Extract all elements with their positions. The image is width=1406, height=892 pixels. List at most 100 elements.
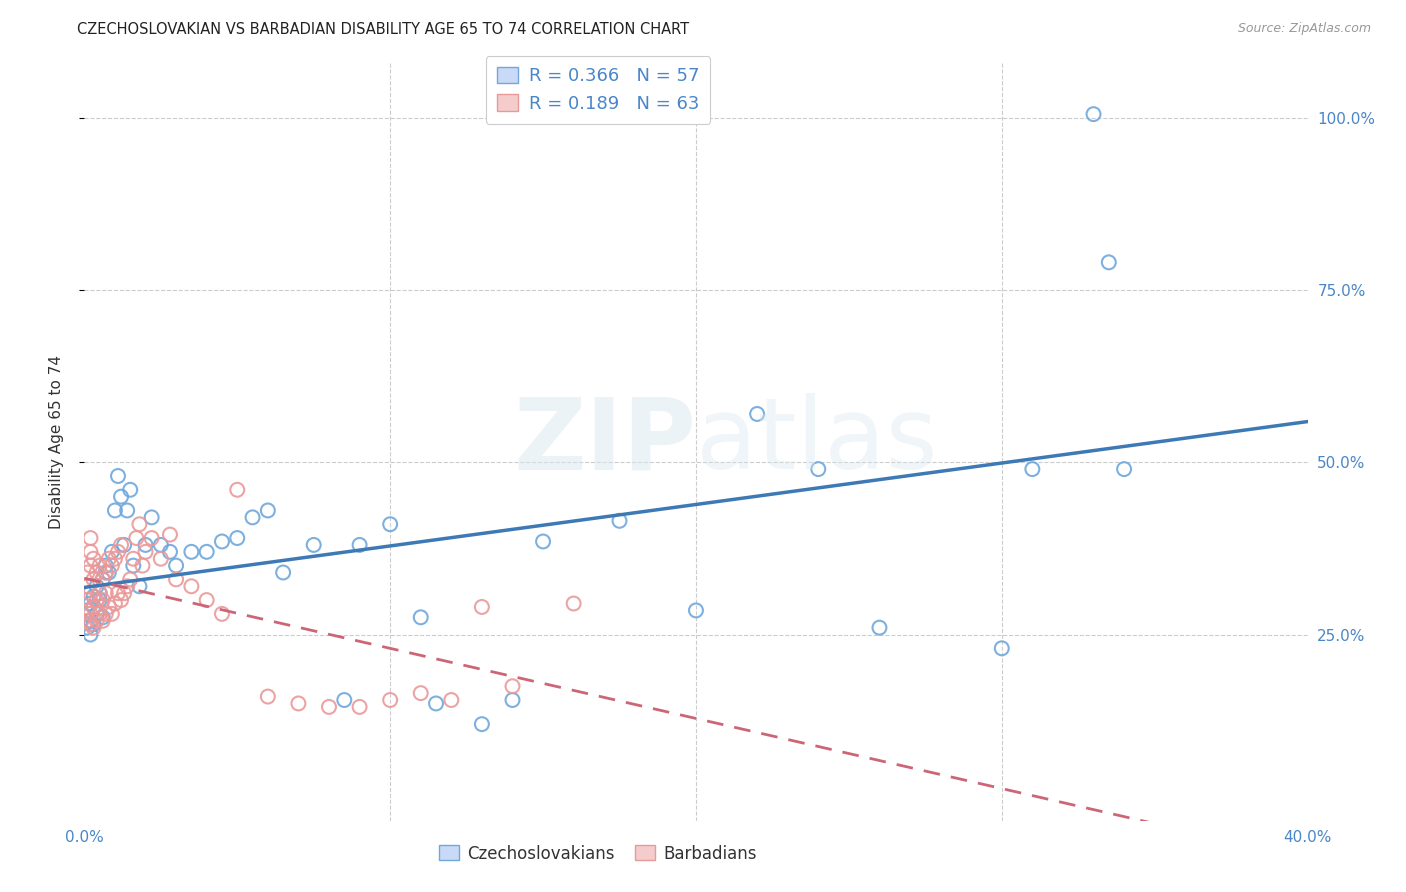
Point [101,607,124,621]
Point [86,566,108,580]
Point [97,551,120,566]
Point [76,566,98,580]
Point [131,558,153,573]
Point [86,593,108,607]
Point [83,551,105,566]
Point [76,614,98,628]
Point [91,593,114,607]
Point [1083,107,1105,121]
Point [79,614,101,628]
Point [333,693,356,707]
Point [83,573,105,587]
Point [89,586,111,600]
Point [76,593,98,607]
Point [79,617,101,632]
Point [149,538,172,552]
Point [115,579,138,593]
Point [110,538,132,552]
Point [83,599,105,614]
Point [502,679,524,693]
Point [94,566,117,580]
Point [76,579,98,593]
Point [1098,255,1121,269]
Point [195,593,218,607]
Point [180,545,202,559]
Text: CZECHOSLOVAKIAN VS BARBADIAN DISABILITY AGE 65 TO 74 CORRELATION CHART: CZECHOSLOVAKIAN VS BARBADIAN DISABILITY … [77,22,689,37]
Point [425,697,447,711]
Point [211,607,233,621]
Point [531,534,554,549]
Point [110,490,132,504]
Point [211,534,233,549]
Point [409,686,432,700]
Point [79,627,101,641]
Point [112,538,135,552]
Legend: Czechoslovakians, Barbadians: Czechoslovakians, Barbadians [433,838,763,869]
Point [79,531,101,545]
Point [302,538,325,552]
Point [180,579,202,593]
Point [110,593,132,607]
Point [94,586,117,600]
Point [257,503,280,517]
Point [122,551,145,566]
Point [89,586,111,600]
Point [609,514,631,528]
Point [86,579,108,593]
Point [79,607,101,621]
Point [128,517,150,532]
Point [79,597,101,611]
Point [349,699,371,714]
Point [141,510,163,524]
Text: atlas: atlas [696,393,938,490]
Point [135,545,157,559]
Point [83,599,105,614]
Point [159,527,181,541]
Point [257,690,280,704]
Point [79,586,101,600]
Point [107,545,129,559]
Point [991,641,1014,656]
Point [869,621,891,635]
Point [226,531,249,545]
Point [502,693,524,707]
Point [83,617,105,632]
Text: Source: ZipAtlas.com: Source: ZipAtlas.com [1237,22,1371,36]
Point [349,538,371,552]
Point [86,607,108,621]
Y-axis label: Disability Age 65 to 74: Disability Age 65 to 74 [49,354,63,529]
Point [104,597,127,611]
Point [104,551,127,566]
Point [101,558,124,573]
Point [318,699,340,714]
Point [91,573,114,587]
Point [94,607,117,621]
Point [97,599,120,614]
Point [562,597,585,611]
Point [128,579,150,593]
Point [83,590,105,604]
Point [112,586,135,600]
Point [86,614,108,628]
Point [440,693,463,707]
Point [79,545,101,559]
Point [471,717,494,731]
Point [94,566,117,580]
Point [125,531,148,545]
Point [91,614,114,628]
Point [97,566,120,580]
Point [271,566,294,580]
Point [195,545,218,559]
Point [165,558,187,573]
Point [120,483,142,497]
Point [1021,462,1043,476]
Point [79,558,101,573]
Point [165,573,187,587]
Point [91,610,114,624]
Point [1114,462,1136,476]
Text: ZIP: ZIP [513,393,696,490]
Point [94,558,117,573]
Point [107,586,129,600]
Point [380,517,402,532]
Point [115,503,138,517]
